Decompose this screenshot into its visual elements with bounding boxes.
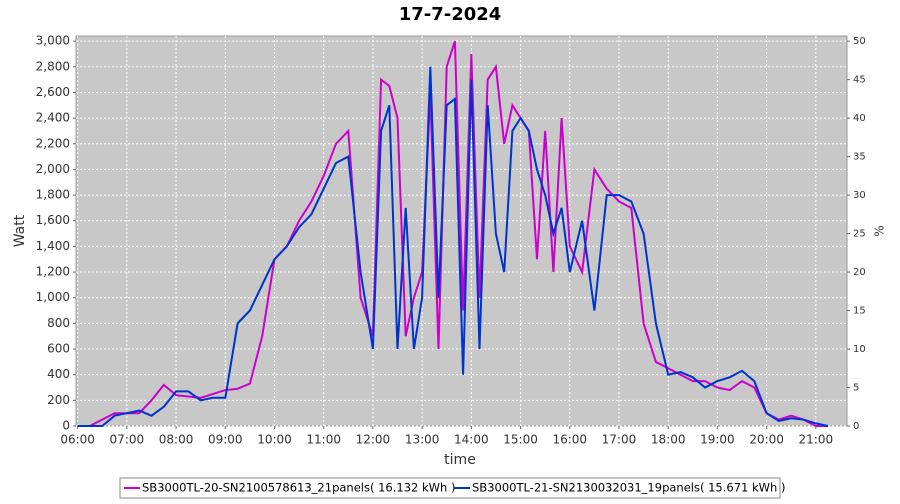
x-tick-label: 12:00 [356, 433, 391, 447]
x-tick-label: 21:00 [799, 433, 834, 447]
y-tick-label: 600 [47, 342, 70, 356]
y2-tick-label: 45 [853, 75, 866, 86]
y-tick-label: 0 [62, 419, 70, 433]
x-tick-label: 11:00 [306, 433, 341, 447]
y-tick-label: 2,400 [36, 111, 70, 125]
y2-tick-label: 0 [853, 421, 859, 432]
x-tick-label: 18:00 [651, 433, 686, 447]
y2-axis-label: % [873, 225, 887, 236]
legend [119, 477, 781, 499]
x-tick-label: 15:00 [503, 433, 538, 447]
y2-tick-label: 25 [853, 229, 866, 240]
x-tick-label: 08:00 [159, 433, 194, 447]
y-tick-label: 2,600 [36, 85, 70, 99]
y-tick-label: 1,600 [36, 213, 70, 227]
x-tick-label: 10:00 [257, 433, 292, 447]
y-tick-label: 1,400 [36, 239, 70, 253]
y-tick-label: 3,000 [36, 34, 70, 48]
y-tick-label: 800 [47, 316, 70, 330]
x-tick-label: 13:00 [405, 433, 440, 447]
x-tick-label: 19:00 [700, 433, 735, 447]
y2-tick-label: 10 [853, 344, 866, 355]
x-tick-label: 06:00 [60, 433, 95, 447]
x-tick-label: 16:00 [552, 433, 587, 447]
y-axis-label: Watt [12, 214, 28, 247]
x-tick-label: 07:00 [110, 433, 145, 447]
x-tick-label: 09:00 [208, 433, 243, 447]
y-tick-label: 2,000 [36, 162, 70, 176]
y2-tick-label: 40 [853, 113, 866, 124]
legend-label: SB3000TL-20-SN2100578613_21panels( 16.13… [142, 481, 455, 495]
legend-label: SB3000TL-21-SN2130032031_19panels( 15.67… [472, 481, 785, 495]
y2-tick-label: 35 [853, 152, 866, 163]
x-axis-label: time [444, 452, 476, 468]
y2-tick-label: 15 [853, 306, 866, 317]
series-line [77, 66, 829, 427]
y2-tick-label: 50 [853, 36, 866, 47]
chart-title: 17-7-2024 [399, 4, 502, 25]
y-tick-label: 1,000 [36, 290, 70, 304]
y-tick-label: 2,800 [36, 59, 70, 73]
x-tick-label: 14:00 [454, 433, 489, 447]
y2-tick-label: 20 [853, 267, 866, 278]
y2-tick-label: 30 [853, 190, 866, 201]
x-tick-label: 20:00 [749, 433, 784, 447]
series-line [77, 40, 829, 427]
y-tick-label: 1,800 [36, 188, 70, 202]
y-tick-label: 200 [47, 393, 70, 407]
x-tick-label: 17:00 [602, 433, 637, 447]
y2-tick-label: 5 [853, 383, 859, 394]
y-tick-label: 400 [47, 367, 70, 381]
y-tick-label: 1,200 [36, 265, 70, 279]
y-tick-label: 2,200 [36, 136, 70, 150]
